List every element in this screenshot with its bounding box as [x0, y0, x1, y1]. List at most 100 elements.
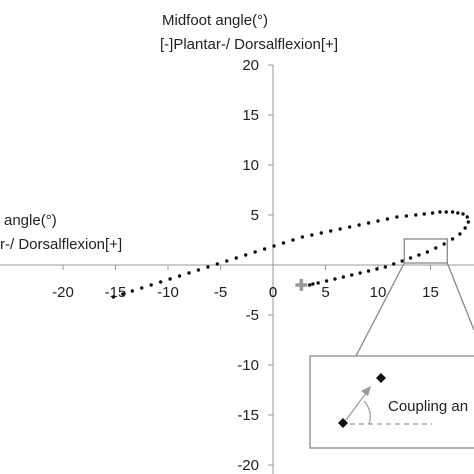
data-point	[244, 253, 248, 257]
data-point	[140, 286, 144, 290]
inset-box	[309, 355, 474, 449]
data-point	[272, 244, 276, 248]
data-point	[319, 231, 323, 235]
data-point	[281, 241, 286, 245]
data-point	[196, 268, 201, 272]
x-tick-label: 5	[321, 284, 329, 301]
data-point	[404, 214, 409, 218]
data-point	[350, 273, 354, 277]
x-tick-label: 0	[269, 284, 277, 301]
data-point	[434, 246, 438, 250]
data-point	[338, 227, 342, 231]
x-tick-label: -15	[105, 284, 127, 301]
data-point	[111, 295, 116, 299]
zoom-line-left	[355, 262, 405, 357]
data-point	[450, 237, 455, 241]
highlight-box	[403, 238, 448, 264]
x-tick-label: -5	[214, 284, 227, 301]
y-tick-label: -20	[237, 457, 259, 474]
data-point	[408, 256, 413, 260]
data-point	[438, 210, 442, 214]
data-point	[417, 253, 421, 257]
data-point	[366, 269, 371, 273]
x-tick-label-origin: 0	[269, 284, 277, 301]
data-point	[130, 289, 134, 293]
data-point	[149, 283, 153, 287]
data-point	[187, 271, 191, 275]
data-point	[442, 242, 446, 246]
data-point	[392, 262, 396, 266]
x-tick-label: 10	[370, 284, 387, 301]
data-point	[444, 210, 448, 214]
inset-arrow-line	[345, 392, 367, 421]
data-point	[456, 211, 460, 215]
data-point	[300, 235, 305, 239]
y-tick-label: -15	[237, 407, 259, 424]
data-point	[395, 215, 399, 219]
data-point	[177, 274, 182, 278]
data-point	[347, 225, 352, 229]
x-axis-label-line1: angle(°)	[4, 212, 57, 229]
inset-angle-arc	[363, 400, 371, 425]
data-point	[357, 223, 361, 227]
data-point	[253, 250, 257, 254]
data-point	[425, 250, 430, 254]
data-point	[308, 283, 312, 287]
data-point	[466, 220, 470, 224]
inset-point-a-diamond	[338, 418, 348, 428]
data-point	[121, 292, 125, 296]
data-point	[262, 247, 267, 251]
data-point	[324, 279, 329, 283]
y-tick-label: -10	[237, 357, 259, 374]
data-point	[333, 277, 337, 281]
data-point	[465, 215, 469, 219]
coupling-angle-inset: Coupling an	[309, 355, 474, 449]
data-point	[310, 233, 314, 237]
zoom-line-right	[446, 262, 474, 331]
annotations	[295, 238, 474, 357]
data-point	[422, 212, 426, 216]
y-axis-label-line1: Midfoot angle(°)	[162, 12, 269, 29]
x-tick-label: -10	[157, 284, 179, 301]
data-point	[385, 217, 390, 221]
inset-label: Coupling an	[388, 398, 468, 415]
data-point	[225, 259, 229, 263]
data-point	[206, 265, 210, 269]
data-point	[366, 221, 371, 225]
data-point	[450, 210, 455, 214]
data-point	[463, 226, 467, 230]
data-point	[400, 259, 404, 263]
y-tick-label: 15	[242, 107, 259, 124]
data-point	[158, 280, 163, 284]
data-point	[430, 211, 435, 215]
x-tick-labels: -20 -15 -10 -5 0 5 10 150	[52, 265, 439, 301]
data-point	[383, 265, 388, 269]
data-point	[311, 282, 315, 286]
x-tick-label: 15	[422, 284, 439, 301]
x-axis-label-line2: r-/ Dorsalflexion[+]	[0, 236, 123, 253]
y-tick-labels: -20 -15 -10 -5 5 10 15 20	[237, 57, 273, 474]
data-point	[375, 267, 379, 271]
data-point	[458, 232, 462, 236]
data-point	[376, 219, 380, 223]
data-series	[111, 210, 470, 299]
y-tick-label: 20	[242, 57, 259, 74]
y-tick-label: 10	[242, 157, 259, 174]
data-point	[316, 281, 320, 285]
y-axis-label-line2: [-]Plantar-/ Dorsalflexion[+]	[160, 36, 338, 53]
data-point	[341, 275, 346, 279]
y-tick-label: -5	[246, 307, 259, 324]
data-point	[414, 213, 418, 217]
x-tick-label: -20	[52, 284, 74, 301]
data-point	[291, 238, 295, 242]
inset-arrow-head	[361, 386, 371, 396]
data-point	[358, 271, 362, 275]
data-point	[234, 256, 238, 260]
inset-point-b-diamond	[376, 373, 386, 383]
data-point	[461, 212, 465, 216]
data-point	[329, 229, 333, 233]
data-point	[215, 262, 220, 266]
start-plus-marker-v	[299, 279, 304, 291]
data-point	[168, 277, 172, 281]
